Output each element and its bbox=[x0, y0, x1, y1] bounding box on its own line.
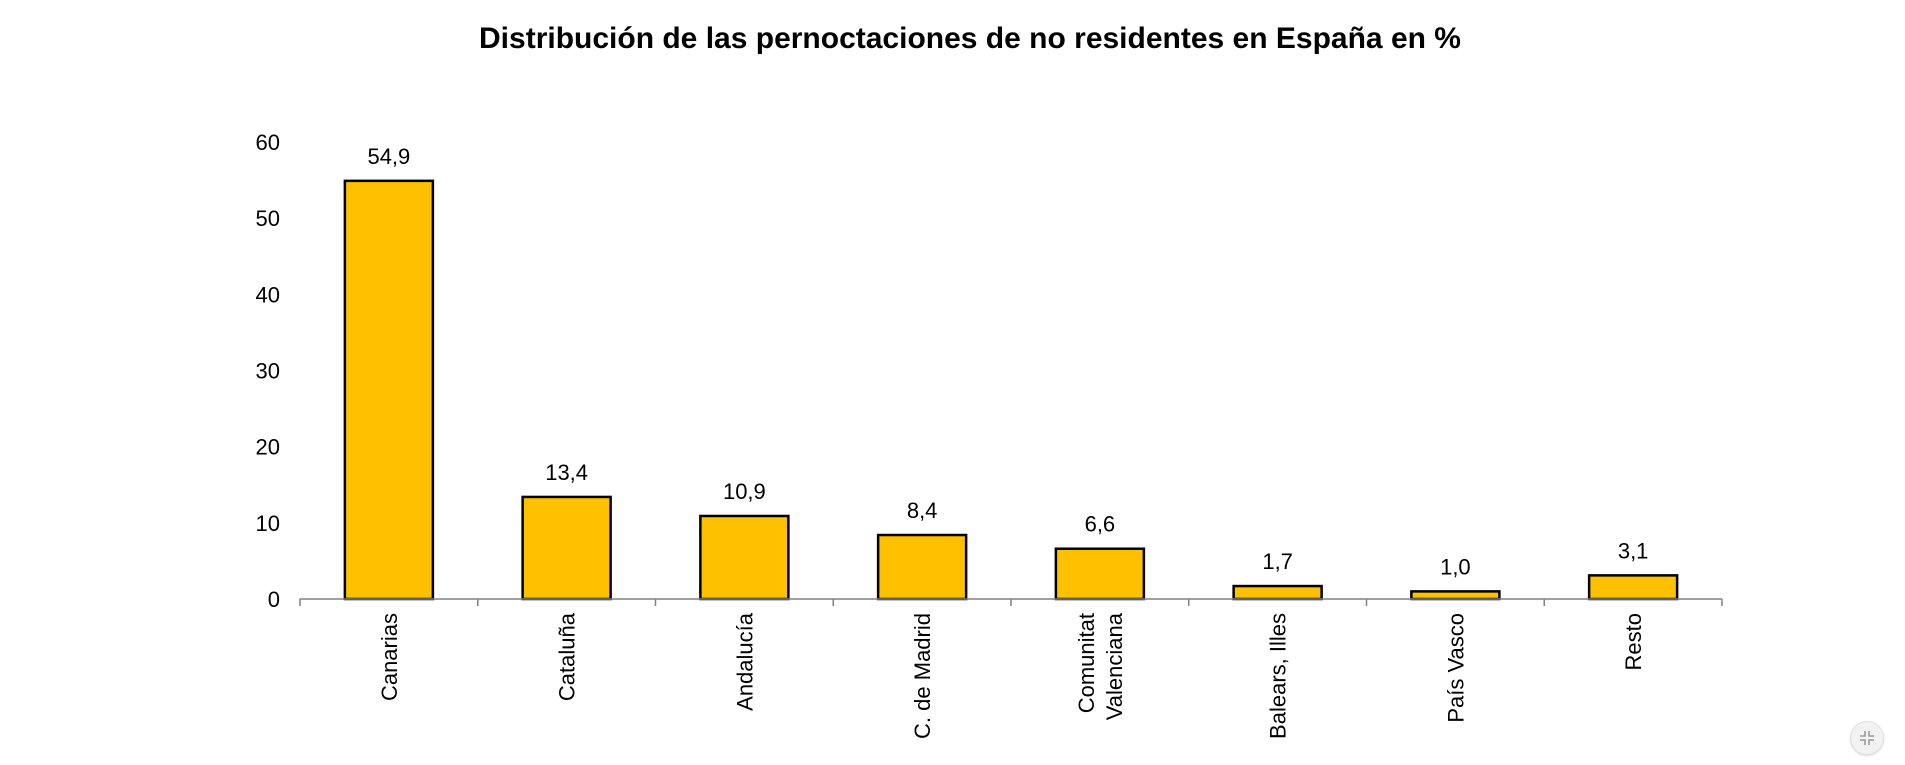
y-tick-label: 60 bbox=[256, 130, 280, 155]
data-label: 3,1 bbox=[1618, 538, 1649, 563]
category-label-line: Balears, Illes bbox=[1266, 613, 1291, 739]
chart-title: Distribución de las pernoctaciones de no… bbox=[479, 22, 1461, 55]
y-tick-label: 50 bbox=[256, 206, 280, 231]
category-label: Balears, Illes bbox=[1266, 613, 1291, 739]
y-tick-label: 20 bbox=[256, 435, 280, 460]
category-label-line: Comunitat bbox=[1074, 613, 1099, 713]
category-labels: Canarias Cataluña Andalucía C. de Madrid Com… bbox=[377, 612, 1646, 739]
data-labels: 54,9 13,4 10,9 8,4 6,6 1,7 1,0 3,1 bbox=[367, 144, 1648, 580]
y-tick-label: 0 bbox=[268, 587, 280, 612]
bar bbox=[343, 179, 435, 601]
bar bbox=[521, 495, 612, 601]
bars bbox=[343, 179, 1679, 601]
data-label: 1,7 bbox=[1262, 549, 1293, 574]
category-label: Andalucía bbox=[732, 612, 757, 711]
category-label-line: Canarias bbox=[377, 613, 402, 701]
y-tick-label: 10 bbox=[256, 511, 280, 536]
y-axis-ticks: 0 10 20 30 40 50 60 bbox=[256, 130, 280, 612]
category-label: Canarias bbox=[377, 613, 402, 701]
category-label: Resto bbox=[1621, 613, 1646, 670]
category-label: C. de Madrid bbox=[910, 613, 935, 739]
bar bbox=[1587, 574, 1679, 601]
y-tick-label: 40 bbox=[256, 282, 280, 307]
bar bbox=[876, 533, 968, 601]
bar bbox=[1410, 590, 1501, 601]
category-label-line: Valenciana bbox=[1102, 612, 1127, 720]
data-label: 13,4 bbox=[545, 460, 588, 485]
category-label: País Vasco bbox=[1443, 613, 1468, 723]
category-label-line: C. de Madrid bbox=[910, 613, 935, 739]
category-label-line: Resto bbox=[1621, 613, 1646, 670]
bar bbox=[699, 514, 790, 601]
data-label: 1,0 bbox=[1440, 554, 1471, 579]
x-axis-ticks bbox=[299, 599, 1723, 606]
category-label: Cataluña bbox=[555, 612, 580, 701]
bar bbox=[1054, 547, 1146, 601]
collapse-button[interactable] bbox=[1850, 721, 1884, 755]
category-label: Comunitat Valenciana bbox=[1074, 612, 1127, 720]
data-label: 8,4 bbox=[907, 498, 938, 523]
y-tick-label: 30 bbox=[256, 359, 280, 384]
category-label-line: Cataluña bbox=[555, 612, 580, 701]
data-label: 10,9 bbox=[723, 479, 766, 504]
data-label: 6,6 bbox=[1085, 512, 1116, 537]
category-label-line: País Vasco bbox=[1443, 613, 1468, 723]
data-label: 54,9 bbox=[367, 144, 410, 169]
category-label-line: Andalucía bbox=[732, 612, 757, 711]
collapse-icon bbox=[1860, 731, 1874, 745]
bar bbox=[1232, 584, 1323, 601]
